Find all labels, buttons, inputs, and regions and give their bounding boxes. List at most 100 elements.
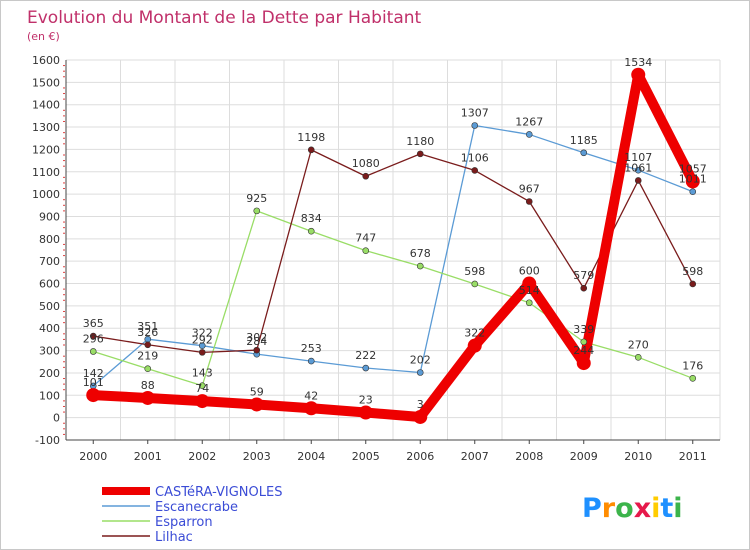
data-label: 253 [301, 342, 322, 355]
data-label: 88 [141, 379, 155, 392]
series-line [92, 210, 694, 387]
series-line [88, 69, 698, 422]
x-tick-label: 2007 [461, 450, 489, 463]
proxiti-logo: Proxiti [582, 493, 683, 524]
chart-subtitle: (en €) [27, 30, 60, 43]
data-label: 600 [519, 265, 540, 278]
x-tick-labels: 2000 2001 2002 2003 2004 2005 2006 2007 2008 2009… [79, 450, 707, 463]
x-tick-label: 2008 [515, 450, 543, 463]
data-label: 1307 [461, 106, 489, 119]
data-point [580, 284, 588, 292]
data-labels: 101 88 74 59 42 23 3 322 600 244 1534 1057 142 351 322… [83, 56, 707, 411]
y-tick-label: 800 [39, 233, 60, 246]
y-tick-label: 1400 [32, 99, 60, 112]
x-tick-label: 2011 [679, 450, 707, 463]
data-point [358, 405, 373, 420]
x-tick-label: 2004 [297, 450, 325, 463]
data-label: 302 [246, 331, 267, 344]
y-tick-label: 1200 [32, 143, 60, 156]
data-label: 598 [464, 265, 485, 278]
axes [63, 60, 720, 444]
data-label: 747 [355, 232, 376, 245]
data-point [471, 122, 479, 129]
data-point [634, 166, 642, 174]
logo-letter: x [634, 493, 651, 524]
data-point [416, 262, 424, 270]
data-point [689, 280, 697, 288]
data-label: 270 [628, 338, 649, 351]
logo-letter: i [673, 493, 682, 524]
data-point [195, 394, 210, 409]
data-point [580, 338, 588, 346]
data-point [580, 149, 588, 157]
data-label: 1106 [461, 151, 489, 164]
data-point [416, 369, 424, 376]
data-label: 292 [192, 333, 213, 346]
data-label: 59 [250, 385, 264, 398]
data-label: 1061 [624, 161, 652, 174]
data-point [307, 227, 315, 235]
data-point [525, 299, 533, 307]
data-label: 284 [246, 335, 267, 348]
data-label: 222 [355, 349, 376, 362]
data-label: 678 [410, 247, 431, 260]
data-point [89, 348, 97, 355]
data-point [689, 375, 697, 382]
x-tick-label: 2010 [624, 450, 652, 463]
data-label: 339 [573, 323, 594, 336]
data-label: 74 [195, 382, 209, 395]
y-tick-label: -100 [35, 434, 60, 447]
data-label: 326 [137, 326, 158, 339]
data-point [525, 198, 533, 205]
data-label: 1534 [624, 56, 652, 69]
data-point [522, 276, 537, 291]
x-tick-label: 2006 [406, 450, 434, 463]
logo-letter: t [660, 493, 673, 524]
data-point [416, 150, 424, 158]
data-point [471, 280, 479, 288]
data-label: 1080 [352, 157, 380, 170]
y-tick-label: 1500 [32, 76, 60, 89]
y-tick-label: 1600 [32, 54, 60, 67]
data-point [198, 382, 206, 389]
y-tick-label: 300 [39, 345, 60, 358]
x-tick-label: 2001 [134, 450, 162, 463]
data-point [471, 167, 479, 174]
data-label: 1267 [515, 115, 543, 128]
y-tick-label: 900 [39, 210, 60, 223]
logo-letter: i [651, 493, 660, 524]
logo-letter: o [615, 493, 634, 524]
data-point [144, 341, 152, 349]
x-tick-label: 2009 [570, 450, 598, 463]
data-point [307, 357, 315, 365]
x-tick-label: 2005 [352, 450, 380, 463]
data-label: 514 [519, 284, 540, 297]
data-label: 1185 [570, 134, 598, 147]
legend-label: Escanecrabe [155, 500, 238, 515]
data-label: 834 [301, 212, 322, 225]
logo-letter: r [602, 493, 616, 524]
y-tick-label: 200 [39, 367, 60, 380]
legend-label: Lilhac [155, 530, 193, 545]
data-point [467, 338, 482, 353]
data-label: 1180 [406, 135, 434, 148]
y-tick-label: 1000 [32, 188, 60, 201]
y-tick-label: 400 [39, 322, 60, 335]
data-point [198, 349, 206, 356]
series-line [92, 149, 694, 354]
series-lines [88, 69, 698, 422]
data-label: 322 [464, 327, 485, 340]
data-point [304, 401, 319, 416]
data-label: 143 [192, 367, 213, 380]
data-point [307, 146, 315, 154]
data-label: 351 [137, 320, 158, 333]
data-point [413, 409, 428, 424]
legend-label: CASTéRA-VIGNOLES [155, 485, 282, 500]
y-tick-label: 0 [53, 412, 60, 425]
data-point [525, 131, 533, 138]
data-label: 365 [83, 317, 104, 330]
y-tick-labels: -100 0 100 200 300 400 500 600 700 800 900 1000 1100… [32, 54, 60, 447]
data-point [576, 356, 591, 371]
